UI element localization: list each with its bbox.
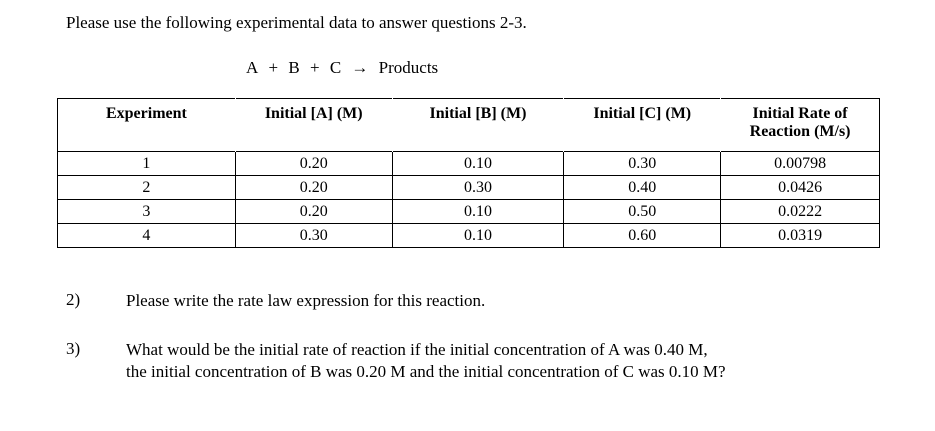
cell-rate: 0.0426 xyxy=(720,175,880,200)
cell-experiment: 3 xyxy=(57,199,236,224)
question-line: the initial concentration of B was 0.20 … xyxy=(126,362,726,381)
reaction-equation: A + B + C → Products xyxy=(246,58,438,78)
cell-a: 0.30 xyxy=(234,223,393,248)
reactant-c: C xyxy=(329,58,342,77)
question-text: What would be the initial rate of reacti… xyxy=(126,339,886,383)
cell-experiment: 1 xyxy=(57,151,236,176)
plus-sign: + xyxy=(268,58,279,77)
cell-a: 0.20 xyxy=(234,175,393,200)
cell-b: 0.10 xyxy=(391,223,565,248)
reactant-b: B xyxy=(288,58,300,77)
reaction-arrow: → xyxy=(351,58,369,77)
cell-rate: 0.0319 xyxy=(720,223,880,248)
cell-c: 0.30 xyxy=(563,151,722,176)
cell-experiment: 4 xyxy=(57,223,236,248)
question-line: Please write the rate law expression for… xyxy=(126,291,486,310)
question-number: 3) xyxy=(66,339,81,358)
cell-experiment: 2 xyxy=(57,175,236,200)
cell-b: 0.10 xyxy=(391,199,565,224)
cell-c: 0.60 xyxy=(563,223,722,248)
cell-a: 0.20 xyxy=(234,151,393,176)
question-number: 2) xyxy=(66,290,81,309)
question-line: What would be the initial rate of reacti… xyxy=(126,340,708,359)
header-rate-line2: Reaction (M/s) xyxy=(749,123,851,140)
cell-a: 0.20 xyxy=(234,199,393,224)
header-initial-b: Initial [B] (M) xyxy=(391,98,565,152)
reactant-a: A xyxy=(246,58,259,77)
question-text: Please write the rate law expression for… xyxy=(126,290,886,312)
cell-rate: 0.0222 xyxy=(720,199,880,224)
table-header-row: Experiment Initial [A] (M) Initial [B] (… xyxy=(57,98,880,152)
cell-b: 0.30 xyxy=(391,175,565,200)
cell-b: 0.10 xyxy=(391,151,565,176)
header-initial-a: Initial [A] (M) xyxy=(234,98,393,152)
intro-text: Please use the following experimental da… xyxy=(66,13,527,32)
header-initial-c: Initial [C] (M) xyxy=(563,98,722,152)
header-rate-line1: Initial Rate of xyxy=(752,105,848,122)
table-row: 2 0.20 0.30 0.40 0.0426 xyxy=(57,175,880,200)
cell-c: 0.40 xyxy=(563,175,722,200)
table-row: 4 0.30 0.10 0.60 0.0319 xyxy=(57,223,880,248)
header-experiment: Experiment xyxy=(57,98,236,152)
experiment-data-table: Experiment Initial [A] (M) Initial [B] (… xyxy=(57,98,880,248)
table-row: 1 0.20 0.10 0.30 0.00798 xyxy=(57,151,880,176)
cell-c: 0.50 xyxy=(563,199,722,224)
products-label: Products xyxy=(378,58,439,77)
plus-sign: + xyxy=(309,58,320,77)
table-row: 3 0.20 0.10 0.50 0.0222 xyxy=(57,199,880,224)
cell-rate: 0.00798 xyxy=(720,151,880,176)
header-initial-rate: Initial Rate of Reaction (M/s) xyxy=(720,98,880,152)
